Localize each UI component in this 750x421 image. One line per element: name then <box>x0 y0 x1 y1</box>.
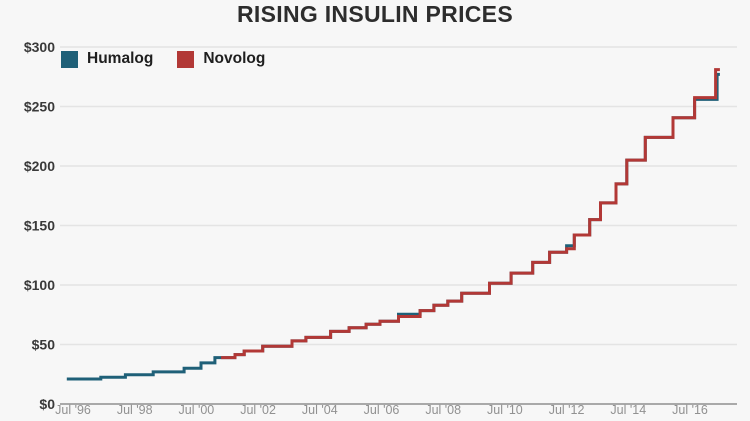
x-tick-label: Jul '10 <box>487 403 523 417</box>
x-tick-label: Jul '98 <box>117 403 153 417</box>
y-tick-label: $150 <box>24 218 55 234</box>
x-tick-label: Jul '04 <box>302 403 338 417</box>
x-tick-label: Jul '06 <box>364 403 400 417</box>
y-tick-label: $250 <box>24 99 55 115</box>
y-tick-label: $0 <box>39 396 55 412</box>
legend-item-humalog: Humalog <box>61 50 153 68</box>
x-tick-label: Jul '00 <box>179 403 215 417</box>
x-tick-label: Jul '96 <box>55 403 91 417</box>
chart-title: RISING INSULIN PRICES <box>237 1 513 27</box>
x-tick-label: Jul '02 <box>240 403 276 417</box>
y-tick-label: $100 <box>24 277 55 293</box>
series-line-humalog <box>66 72 720 381</box>
series-line-novolog <box>221 68 720 360</box>
humalog-swatch-icon <box>61 50 78 68</box>
legend-label-novolog: Novolog <box>203 50 266 67</box>
y-tick-label: $300 <box>24 39 55 55</box>
x-tick-label: Jul '08 <box>425 403 461 417</box>
y-tick-label: $50 <box>32 337 56 353</box>
x-tick-label: Jul '12 <box>549 403 585 417</box>
legend-item-novolog: Novolog <box>177 50 265 68</box>
legend-label-humalog: Humalog <box>87 50 154 67</box>
x-tick-label: Jul '14 <box>610 403 646 417</box>
x-tick-label: Jul '16 <box>672 403 708 417</box>
novolog-swatch-icon <box>177 50 195 68</box>
y-tick-label: $200 <box>24 158 55 174</box>
chart-legend: Humalog Novolog <box>61 50 265 68</box>
